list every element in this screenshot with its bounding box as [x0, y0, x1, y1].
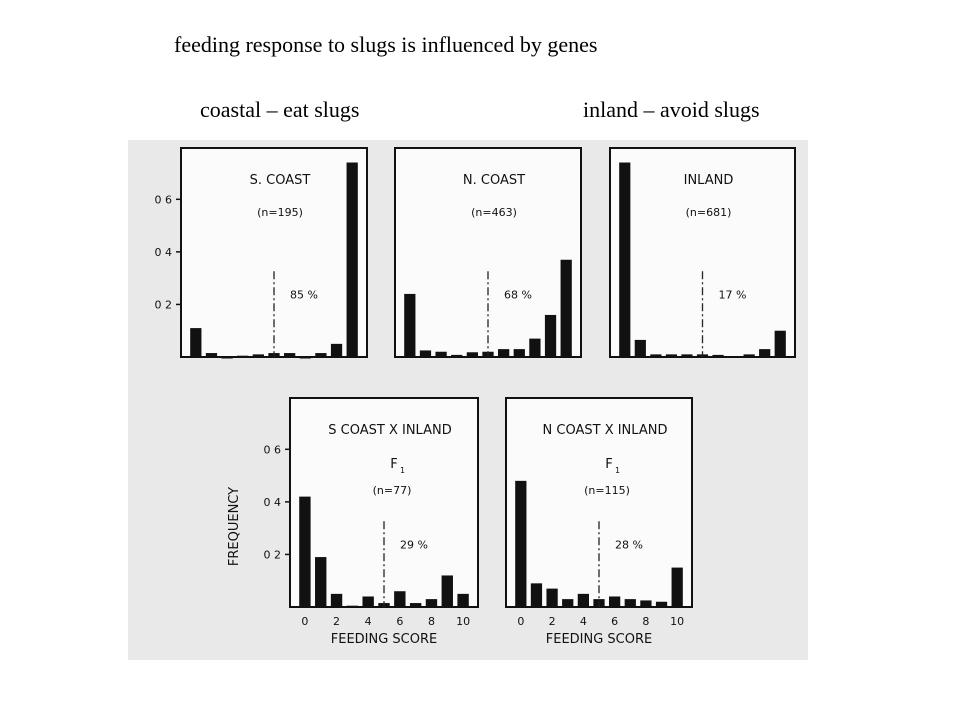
x-tick-label: 6	[396, 615, 403, 628]
x-tick-label: 0	[301, 615, 308, 628]
y-tick-label: 0 4	[155, 246, 173, 259]
bar	[346, 162, 358, 357]
bar	[560, 259, 572, 357]
bar	[513, 349, 525, 357]
bar	[394, 591, 406, 607]
bar	[315, 557, 327, 607]
bar	[299, 357, 311, 359]
sample-size-label: (n=77)	[373, 484, 412, 497]
y-tick-label: 0 2	[264, 548, 282, 561]
panel-2: N. COAST (n=463) 68 %	[394, 147, 582, 358]
panel-title: INLAND	[684, 173, 734, 188]
bar	[451, 354, 463, 357]
sample-size-label: (n=115)	[584, 484, 630, 497]
bar	[205, 353, 218, 357]
percent-label: 28 %	[615, 538, 643, 551]
y-tick-label: 0 4	[264, 496, 282, 509]
coastal-label: coastal – eat slugs	[200, 97, 360, 122]
bar	[609, 596, 621, 607]
y-tick-label: 0 6	[264, 443, 282, 456]
bar	[237, 355, 249, 358]
bar	[743, 354, 755, 357]
panel-4: S COAST X INLAND F 1 (n=77) 29 % 0 6 0 4 0 2 0 2 4…	[227, 397, 479, 647]
bar	[299, 496, 311, 607]
x-tick-label: 0	[517, 615, 524, 628]
bar	[665, 354, 678, 357]
bar	[727, 356, 740, 358]
bar	[409, 603, 422, 607]
bar	[346, 605, 359, 608]
generation-label: F	[605, 457, 612, 472]
bar	[712, 354, 724, 357]
sample-size-label: (n=195)	[257, 206, 303, 219]
percent-label: 68 %	[504, 288, 532, 301]
x-tick-label: 2	[549, 615, 556, 628]
panel-3: INLAND (n=681) 17 %	[609, 147, 796, 358]
bar	[425, 599, 438, 607]
bar	[284, 353, 296, 357]
panel-title: S. COAST	[250, 173, 311, 188]
bar	[362, 596, 374, 607]
panel-title: N COAST X INLAND	[543, 423, 668, 438]
percent-label: 29 %	[400, 538, 428, 551]
percent-label: 85 %	[290, 288, 318, 301]
y-tick-label: 0 6	[155, 193, 173, 206]
bar	[315, 353, 327, 357]
x-tick-label: 8	[428, 615, 435, 628]
bar	[774, 330, 786, 357]
panel-title: N. COAST	[463, 173, 525, 188]
bar	[252, 354, 264, 357]
x-axis-label: FEEDING SCORE	[546, 632, 653, 647]
bar	[190, 328, 202, 357]
bar	[650, 354, 662, 357]
bar	[655, 601, 668, 607]
bar	[441, 575, 453, 607]
bar	[404, 293, 416, 357]
bar	[619, 162, 631, 357]
sample-size-label: (n=681)	[686, 206, 732, 219]
bar	[546, 588, 558, 607]
bar	[562, 599, 574, 607]
bar	[681, 354, 693, 357]
bar	[634, 339, 646, 357]
panel-title: S COAST X INLAND	[328, 423, 451, 438]
bar	[435, 351, 447, 357]
bar	[577, 593, 589, 607]
bar	[671, 567, 683, 607]
slide-title: feeding response to slugs is influenced …	[174, 32, 598, 57]
bar	[221, 357, 233, 359]
x-tick-label: 4	[365, 615, 372, 628]
bar	[530, 583, 543, 607]
bar	[457, 593, 469, 607]
generation-subscript: 1	[615, 466, 620, 475]
x-tick-label: 6	[611, 615, 618, 628]
x-tick-label: 4	[580, 615, 587, 628]
x-tick-label: 2	[333, 615, 340, 628]
bar	[529, 338, 541, 357]
x-tick-label: 10	[456, 615, 470, 628]
bar	[544, 314, 557, 357]
x-tick-label: 8	[642, 615, 649, 628]
generation-subscript: 1	[400, 466, 405, 475]
y-tick-label: 0 2	[155, 298, 173, 311]
bar	[515, 480, 527, 607]
panel-1: S. COAST (n=195) 85 % 0 6 0 4 0 2	[155, 147, 368, 359]
x-tick-label: 10	[670, 615, 684, 628]
inland-label: inland – avoid slugs	[583, 97, 760, 122]
bar	[330, 593, 343, 607]
x-axis-label: FEEDING SCORE	[331, 632, 438, 647]
generation-label: F	[390, 457, 397, 472]
bar	[466, 352, 478, 357]
bar	[640, 600, 652, 607]
y-axis-label: FREQUENCY	[227, 487, 242, 566]
bar	[498, 349, 510, 357]
bar	[624, 599, 636, 607]
percent-label: 17 %	[719, 288, 747, 301]
bar	[419, 350, 432, 357]
panel-5: N COAST X INLAND F 1 (n=115) 28 % 0 2 4 6 8 10 FEED…	[505, 397, 693, 647]
bar	[759, 349, 771, 357]
bar	[330, 343, 343, 357]
sample-size-label: (n=463)	[471, 206, 517, 219]
